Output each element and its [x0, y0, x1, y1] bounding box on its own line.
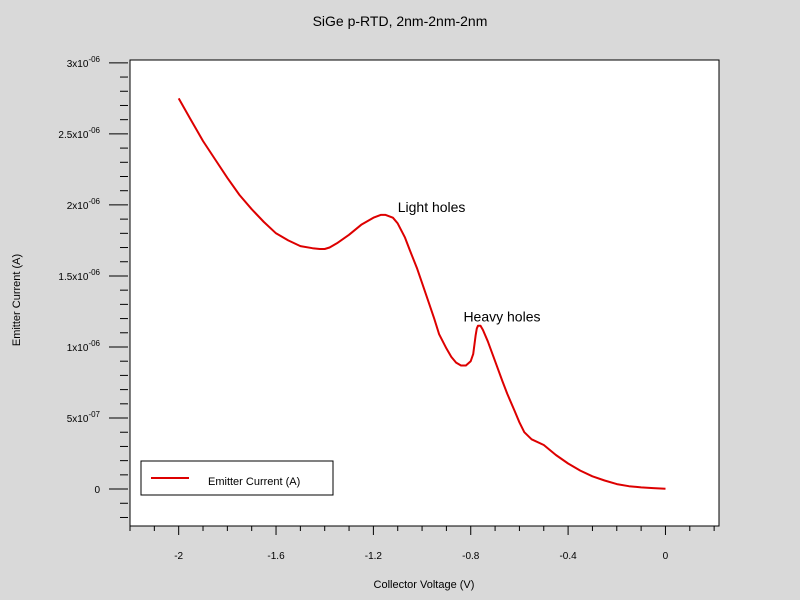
annotation-layer: Light holes Heavy holes [398, 199, 541, 324]
x-tick-label: 0 [663, 551, 669, 562]
x-axis-label: Collector Voltage (V) [374, 579, 475, 591]
chart-title: SiGe p-RTD, 2nm-2nm-2nm [313, 13, 488, 29]
legend: Emitter Current (A) [140, 460, 334, 496]
x-tick-label: -0.8 [462, 551, 480, 562]
x-tick-label: -1.6 [267, 551, 285, 562]
x-tick-label: -1.2 [365, 551, 383, 562]
series-layer [177, 97, 666, 490]
x-tick-label: -2 [174, 551, 183, 562]
y-tick-label: 0 [94, 485, 100, 496]
annotation-label: Light holes [398, 199, 466, 215]
x-axis: -2 -1.6 -1.2 -0.8 -0.4 0 [129, 526, 715, 562]
x-tick-label: -0.4 [559, 551, 577, 562]
series-line-emitter-current [177, 97, 666, 490]
annotation-label: Heavy holes [463, 308, 540, 324]
y-axis-label: Emitter Current (A) [11, 254, 23, 346]
legend-label: Emitter Current (A) [208, 476, 300, 488]
